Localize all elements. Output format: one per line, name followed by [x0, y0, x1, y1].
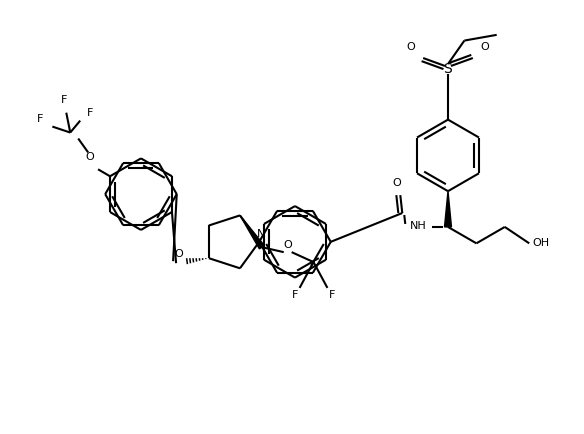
Polygon shape: [240, 215, 265, 249]
Text: F: F: [291, 290, 298, 300]
Text: O: O: [175, 249, 183, 259]
Text: S: S: [444, 62, 453, 76]
Text: F: F: [87, 108, 93, 118]
Text: F: F: [329, 290, 336, 300]
Text: O: O: [481, 42, 489, 52]
Text: O: O: [407, 42, 416, 52]
Text: O: O: [392, 178, 401, 188]
Text: O: O: [283, 240, 292, 250]
Text: N: N: [257, 229, 265, 239]
Text: OH: OH: [533, 238, 550, 248]
Text: NH: NH: [410, 221, 426, 231]
Polygon shape: [444, 191, 451, 227]
Text: O: O: [86, 152, 95, 162]
Text: F: F: [37, 114, 44, 124]
Text: F: F: [61, 95, 68, 105]
